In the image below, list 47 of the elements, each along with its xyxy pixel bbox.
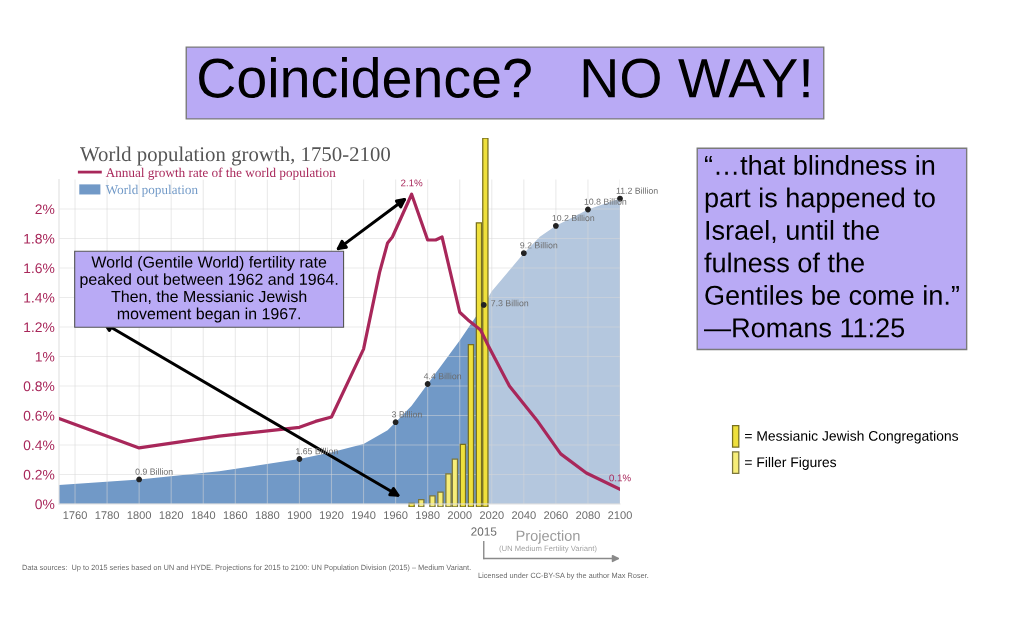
x-tick-label: 2100 [608, 511, 632, 520]
x-tick-label: 1860 [223, 511, 248, 520]
x-tick-label: 2060 [544, 511, 568, 520]
ref-line-label: 2015 [471, 527, 497, 536]
x-tick-label: 1960 [384, 511, 408, 520]
data-label: 7.3 Billion [491, 299, 529, 307]
x-tick-label: 1760 [63, 511, 87, 520]
y-tick-label: 0.2% [23, 469, 55, 480]
legend-label: = Messianic Jewish Congregations [745, 430, 959, 444]
legend-label: = Filler Figures [745, 456, 837, 470]
x-tick-label: 2020 [479, 511, 504, 520]
x-tick-label: 2000 [447, 511, 472, 520]
y-tick-label: 0% [35, 499, 55, 510]
annotation: World (Gentile World) fertility rate peaked out between 1962 and 1964. Then, the Messianic Jewish movement began in 1967. [80, 256, 338, 323]
x-tick-label: 1840 [191, 511, 216, 520]
x-tick-label: 2080 [576, 511, 600, 520]
data-label: 0.9 Billion [135, 468, 173, 475]
y-tick-label: 0.6% [23, 410, 55, 421]
y-tick-label: 1.2% [24, 322, 55, 333]
data-label: 11.2 Billion [616, 187, 658, 194]
x-tick-label: 1940 [352, 511, 376, 520]
x-tick-label: 1820 [159, 511, 184, 520]
x-tick-label: 1900 [287, 511, 312, 520]
x-tick-label: 1880 [255, 511, 280, 520]
x-tick-label: 1920 [319, 511, 344, 520]
y-tick-label: 0.4% [23, 440, 55, 451]
text: Projection [516, 530, 580, 544]
text: “…that blindness in part is happened to Israel, until the fulness of the Gentiles be come in.” —Romans 11:25 [704, 155, 959, 338]
data-label: 10.8 Billion [584, 198, 627, 205]
legend-label: Annual growth rate of the world population [105, 167, 336, 180]
data-label: 0.1% [609, 474, 631, 482]
y-tick-label: 1.6% [24, 263, 55, 274]
legend-label: World population [105, 184, 198, 197]
y-tick-label: 1% [35, 351, 55, 362]
data-label: 2.1% [401, 179, 423, 187]
data-label: 10.2 Billion [552, 214, 595, 222]
x-tick-label: 1800 [127, 511, 152, 520]
x-tick-label: 2040 [512, 511, 536, 520]
data-label: 9.2 Billion [520, 241, 558, 249]
y-tick-label: 1.4% [24, 292, 55, 303]
chart-subtitle: World population growth, 1750-2100 [80, 146, 390, 166]
y-tick-label: 1.8% [24, 233, 55, 244]
x-tick-label: 1780 [95, 511, 120, 520]
chart-title: Coincidence? NO WAY! [199, 57, 809, 98]
x-tick-label: 1980 [416, 511, 440, 520]
y-tick-label: 2% [35, 204, 55, 215]
y-tick-label: 0.8% [23, 381, 55, 392]
